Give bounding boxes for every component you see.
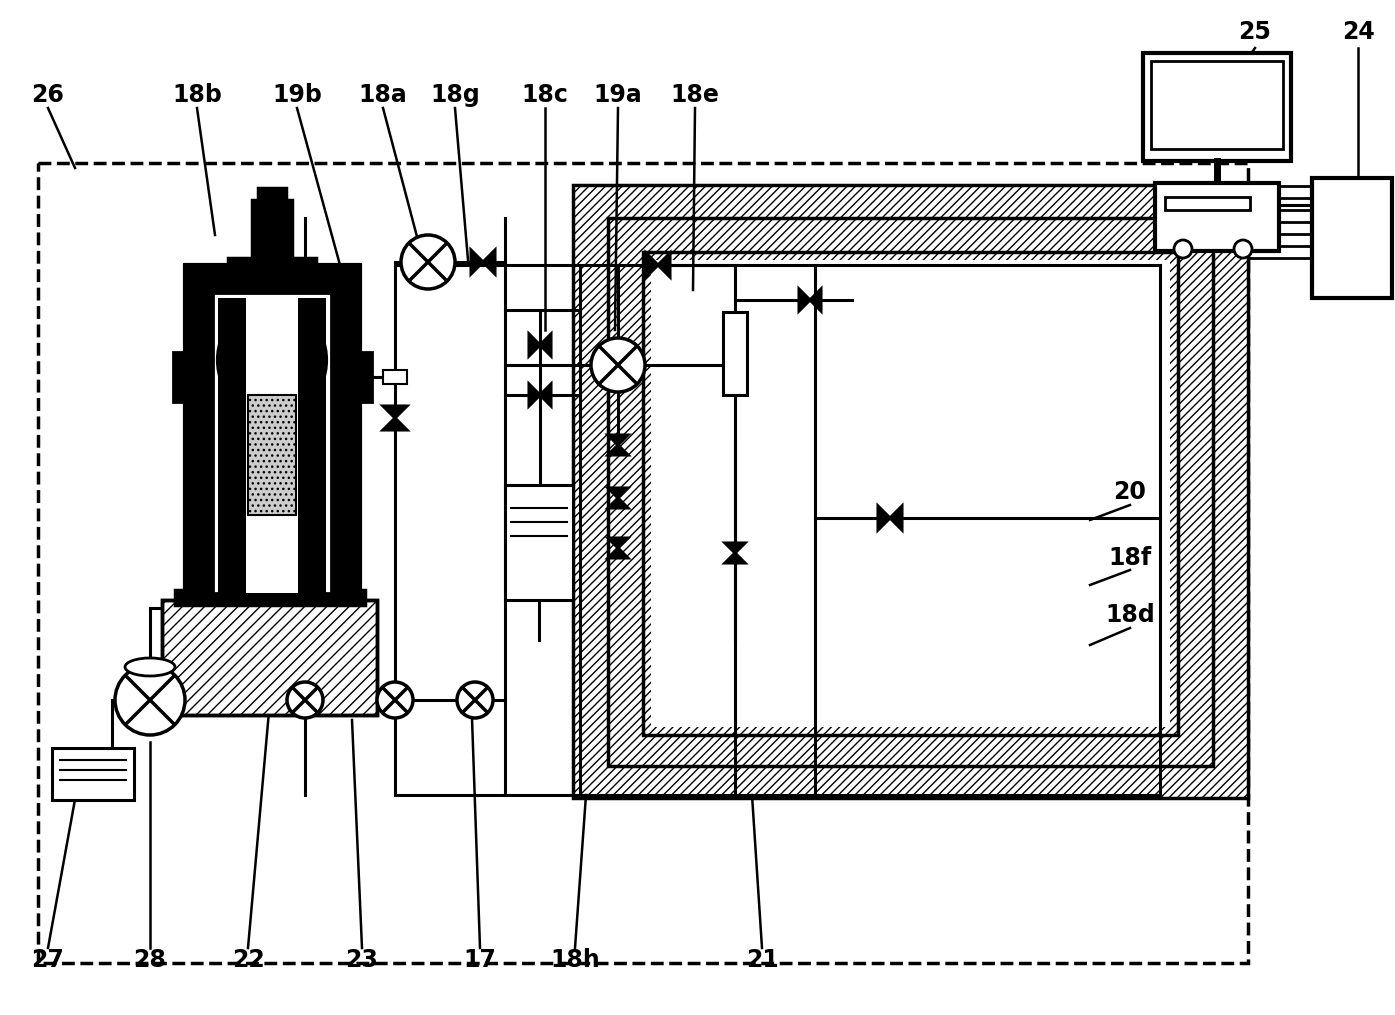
Polygon shape: [529, 334, 540, 356]
Text: 18g: 18g: [430, 83, 480, 107]
Text: 19b: 19b: [272, 83, 322, 107]
Polygon shape: [540, 384, 551, 406]
Circle shape: [377, 682, 413, 718]
Bar: [252, 200, 292, 262]
Bar: [213, 293, 331, 593]
Text: 28: 28: [134, 948, 166, 972]
Text: 18c: 18c: [522, 83, 568, 107]
Text: 23: 23: [346, 948, 378, 972]
Text: 20: 20: [1113, 480, 1147, 504]
Circle shape: [591, 338, 644, 392]
Bar: [356, 352, 372, 402]
Text: 18e: 18e: [671, 83, 720, 107]
Polygon shape: [472, 250, 483, 274]
Polygon shape: [608, 548, 628, 558]
Polygon shape: [890, 506, 903, 530]
Polygon shape: [646, 253, 658, 277]
Bar: [384, 370, 407, 384]
Bar: [608, 218, 1214, 766]
Polygon shape: [725, 553, 745, 563]
Bar: [332, 265, 360, 595]
Polygon shape: [658, 253, 670, 277]
Bar: [174, 590, 365, 605]
Bar: [651, 260, 1170, 727]
Polygon shape: [384, 406, 407, 418]
Ellipse shape: [126, 658, 174, 676]
Text: 22: 22: [232, 948, 265, 972]
Polygon shape: [608, 538, 628, 548]
Bar: [723, 312, 746, 395]
Text: 19a: 19a: [594, 83, 642, 107]
Polygon shape: [529, 384, 540, 406]
Polygon shape: [877, 506, 890, 530]
Text: 24: 24: [1342, 20, 1374, 44]
Bar: [162, 600, 377, 715]
Polygon shape: [540, 334, 551, 356]
Circle shape: [1175, 240, 1191, 258]
Text: 27: 27: [32, 948, 64, 972]
Bar: [1313, 178, 1392, 298]
Circle shape: [114, 665, 186, 735]
Bar: [186, 265, 360, 595]
Bar: [1155, 183, 1279, 251]
Bar: [38, 163, 1249, 963]
Bar: [258, 188, 286, 204]
Bar: [218, 298, 246, 593]
Bar: [299, 298, 326, 593]
Text: 18h: 18h: [550, 948, 600, 972]
Bar: [52, 748, 134, 800]
Bar: [643, 252, 1177, 735]
Text: 18d: 18d: [1105, 603, 1155, 627]
Circle shape: [400, 235, 455, 289]
Polygon shape: [725, 543, 745, 553]
Circle shape: [287, 682, 324, 718]
Text: 26: 26: [32, 83, 64, 107]
Bar: [246, 298, 299, 593]
Bar: [173, 352, 188, 402]
Text: 18b: 18b: [172, 83, 222, 107]
Polygon shape: [483, 250, 495, 274]
Bar: [186, 265, 360, 293]
Bar: [162, 600, 377, 715]
Bar: [1151, 61, 1283, 149]
Bar: [573, 185, 1249, 798]
Circle shape: [458, 682, 492, 718]
Bar: [186, 265, 213, 595]
Polygon shape: [384, 418, 407, 430]
Bar: [1143, 53, 1290, 161]
Text: 17: 17: [463, 948, 497, 972]
Bar: [505, 485, 573, 600]
Bar: [248, 395, 296, 515]
Text: 18f: 18f: [1109, 546, 1152, 570]
Bar: [1165, 197, 1250, 210]
Text: 18a: 18a: [359, 83, 407, 107]
Polygon shape: [608, 435, 628, 445]
Polygon shape: [608, 498, 628, 508]
Polygon shape: [608, 488, 628, 498]
Text: 25: 25: [1239, 20, 1271, 44]
Text: 21: 21: [745, 948, 778, 972]
Polygon shape: [810, 289, 822, 311]
Polygon shape: [799, 289, 810, 311]
Circle shape: [1235, 240, 1251, 258]
Polygon shape: [608, 445, 628, 455]
Bar: [227, 258, 317, 288]
